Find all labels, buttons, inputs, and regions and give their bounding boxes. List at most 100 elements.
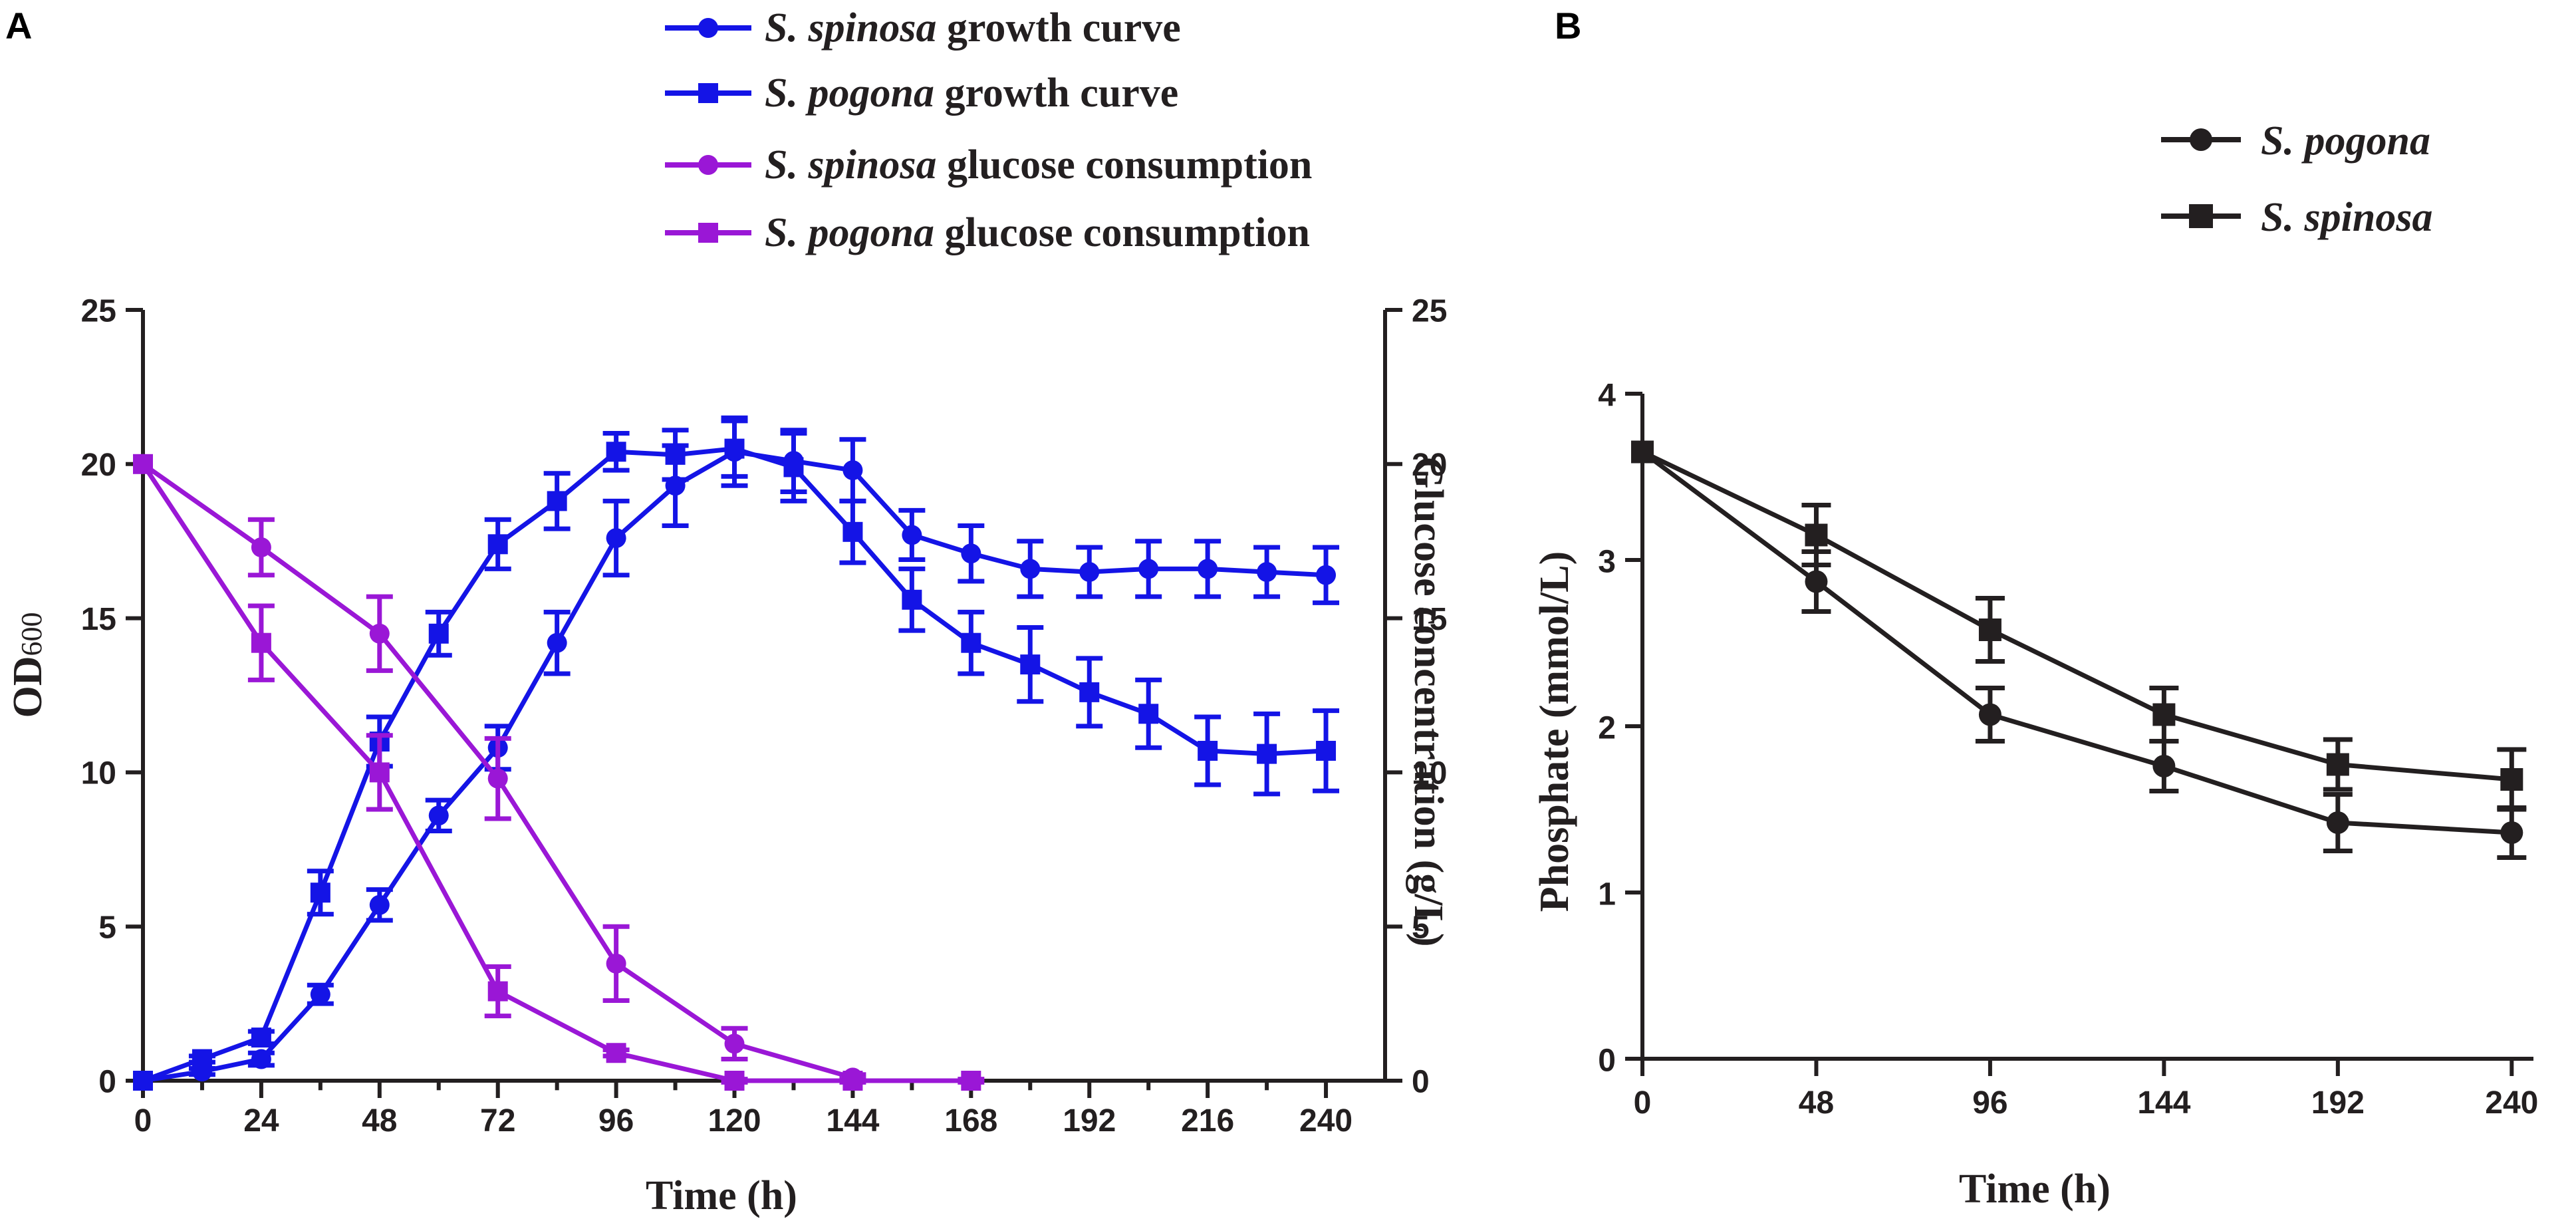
b-data-point: [1805, 523, 1828, 547]
legend-circle-marker: [698, 18, 718, 38]
b-y-tick-label: 3: [1598, 545, 1616, 580]
a-x-tick-label: 48: [362, 1103, 397, 1139]
a-data-point: [487, 534, 508, 555]
a-y2-tick-label: 20: [1412, 448, 1447, 483]
a-x-tick-label: 192: [1063, 1103, 1116, 1139]
panel-b-x-axis-title: Time (h): [1959, 1166, 2111, 1212]
a-data-point: [133, 454, 153, 474]
b-data-point: [1631, 440, 1654, 464]
a-data-point: [1198, 740, 1218, 761]
legend-item-b-spinosa: S. spinosa: [2161, 195, 2432, 240]
a-data-point: [133, 1071, 153, 1091]
a-x-tick-label: 72: [480, 1103, 515, 1139]
a-data-point: [547, 632, 567, 653]
a-data-point: [1138, 704, 1159, 724]
y-title-subscript: 600: [15, 613, 48, 656]
panel-a-y2-axis-title-text: Glucose concentration (g/L): [1406, 456, 1451, 946]
b-data-point: [1978, 618, 2001, 641]
a-data-point: [724, 1071, 745, 1091]
a-series-3: [133, 454, 866, 1088]
a-data-point: [783, 457, 804, 478]
a-series-1: [133, 415, 1340, 1091]
a-y-tick-label: 20: [81, 448, 116, 483]
a-data-point: [251, 1027, 271, 1048]
legend-species: S. pogona: [765, 70, 934, 116]
legend-label: S. spinosa growth curve: [765, 5, 1181, 51]
a-y-tick-label: 0: [98, 1064, 116, 1099]
legend-item-b-pogona: S. pogona: [2161, 118, 2430, 164]
a-data-point: [310, 883, 330, 903]
a-series-line: [141, 462, 971, 1083]
legend-label: S. spinosa: [2261, 195, 2432, 240]
panel-a-legend: S. spinosa growth curve S. pogona growth…: [665, 5, 1312, 255]
legend-label: S. pogona growth curve: [765, 70, 1178, 116]
a-data-point: [1079, 682, 1100, 702]
legend-label: S. pogona glucose consumption: [765, 210, 1310, 255]
a-data-point: [606, 953, 626, 974]
b-x-tick-label: 96: [1972, 1085, 2007, 1121]
a-data-point: [1257, 562, 1277, 583]
a-x-tick-label: 120: [708, 1103, 761, 1139]
b-data-point: [1805, 570, 1828, 593]
a-data-point: [842, 460, 863, 481]
b-x-tick-label: 144: [2137, 1085, 2190, 1121]
b-y-tick-label: 2: [1598, 711, 1616, 746]
legend-label: S. spinosa glucose consumption: [765, 142, 1312, 188]
a-data-point: [369, 762, 390, 783]
a-x-tick-label: 96: [598, 1103, 634, 1139]
a-y-tick-label: 10: [81, 756, 116, 791]
a-x-tick-label: 0: [134, 1103, 152, 1139]
b-data-point: [2152, 755, 2176, 777]
a-x-tick-label: 168: [944, 1103, 997, 1139]
b-y-tick-label: 1: [1598, 877, 1616, 912]
a-data-point: [1079, 562, 1100, 583]
panel-a-y-axis-title: OD600: [5, 613, 51, 718]
legend-label: S. pogona: [2261, 118, 2430, 164]
panel-a-y-axis-title-text: OD600: [5, 613, 51, 718]
legend-item-spinosa-growth: S. spinosa growth curve: [665, 5, 1181, 51]
a-data-point: [547, 491, 567, 511]
a-data-point: [1020, 559, 1041, 579]
a-data-point: [192, 1049, 212, 1069]
legend-rest: growth curve: [936, 5, 1180, 51]
a-y-tick-label: 15: [81, 602, 116, 637]
a-data-point: [1316, 740, 1337, 761]
b-data-point: [2500, 821, 2523, 844]
legend-square-marker: [2189, 204, 2213, 228]
b-series-line: [1641, 450, 2512, 782]
a-y2-tick-label: 15: [1412, 602, 1447, 637]
b-x-tick-label: 192: [2311, 1085, 2365, 1121]
a-y-tick-label: 25: [81, 293, 116, 329]
a-data-point: [1257, 744, 1277, 764]
a-data-point: [961, 632, 981, 653]
a-data-point: [1020, 654, 1041, 675]
a-data-point: [251, 1049, 271, 1069]
a-data-point: [428, 805, 449, 826]
a-x-tick-label: 24: [243, 1103, 279, 1139]
legend-species: S. pogona: [765, 210, 934, 255]
a-data-point: [606, 528, 626, 549]
a-x-tick-label: 216: [1181, 1103, 1234, 1139]
b-data-point: [2152, 703, 2176, 726]
a-y2-tick-label: 5: [1412, 910, 1430, 945]
a-data-point: [369, 623, 390, 644]
a-x-tick-label: 240: [1299, 1103, 1352, 1139]
a-data-point: [487, 768, 508, 789]
a-data-point: [842, 521, 863, 542]
panel-a-x-axis-title: Time (h): [646, 1173, 797, 1218]
legend-square-marker: [698, 223, 718, 243]
b-data-point: [2500, 768, 2523, 791]
legend-rest: growth curve: [934, 70, 1178, 116]
panel-b-letter: B: [1555, 5, 1581, 47]
a-data-point: [842, 1071, 863, 1091]
b-y-tick-label: 4: [1598, 378, 1616, 414]
a-data-point: [251, 632, 271, 653]
a-data-point: [1198, 559, 1218, 579]
panel-b-legend: S. pogona S. spinosa: [2161, 118, 2432, 240]
a-series-4: [133, 454, 985, 1091]
legend-item-pogona-glucose: S. pogona glucose consumption: [665, 210, 1310, 255]
panel-a-plot: 0 24 48 72 96 120 144 168 192 216 240 0 5 10 15 20 25 0 5 1…: [81, 293, 1448, 1139]
a-data-point: [724, 438, 745, 459]
